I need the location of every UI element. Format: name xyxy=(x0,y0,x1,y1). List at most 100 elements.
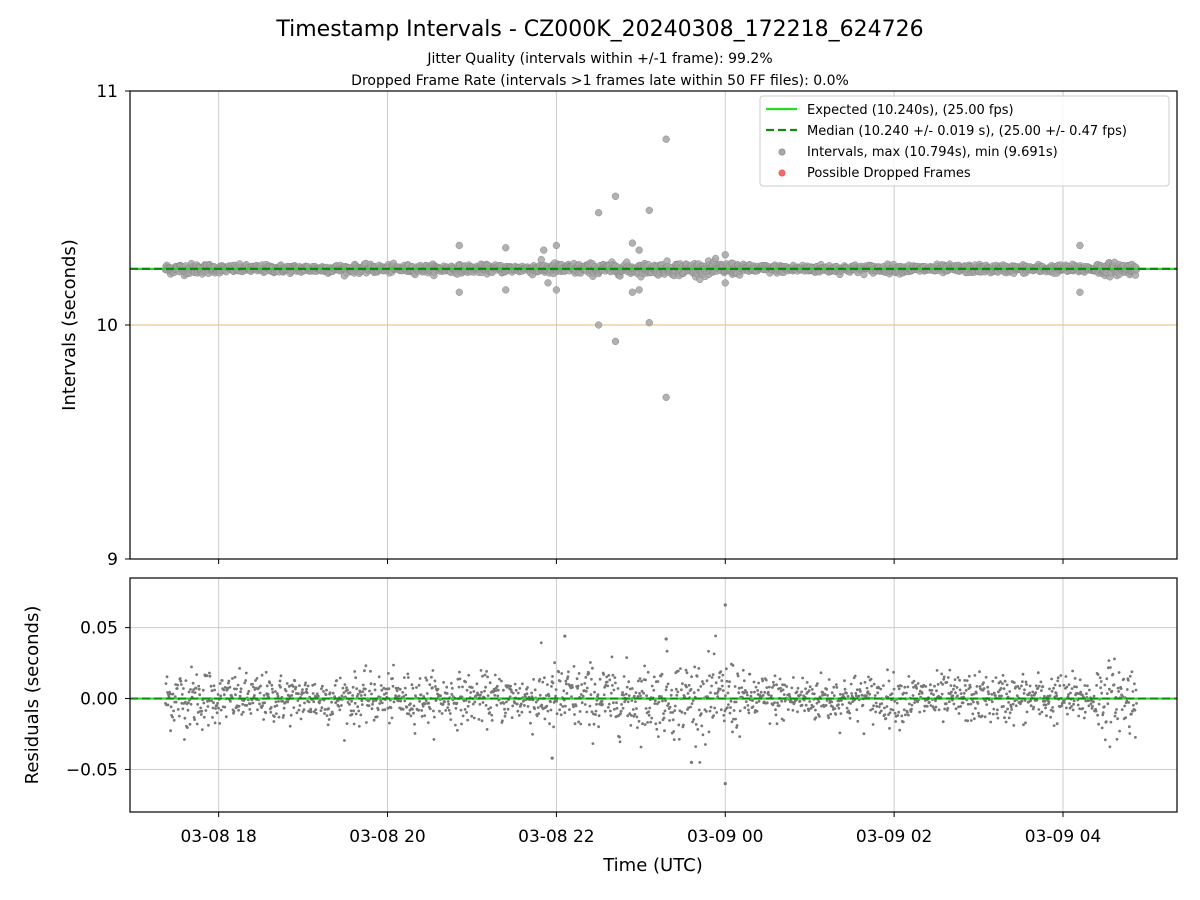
residual-point xyxy=(953,684,956,688)
residual-point xyxy=(1003,716,1006,720)
residual-point xyxy=(874,710,878,714)
residual-point xyxy=(687,683,691,687)
residual-point xyxy=(1071,669,1074,673)
residual-point xyxy=(291,685,295,688)
residual-point xyxy=(179,683,183,686)
residual-point xyxy=(698,761,702,764)
residual-point xyxy=(832,694,836,697)
residual-point xyxy=(320,687,323,691)
residual-point xyxy=(409,714,413,718)
residual-point xyxy=(177,714,181,718)
residual-point xyxy=(235,687,238,691)
residual-point xyxy=(222,688,226,692)
residual-point xyxy=(635,715,639,719)
residual-point xyxy=(577,672,581,675)
residual-point xyxy=(262,718,265,721)
residual-point xyxy=(676,690,680,694)
residual-point xyxy=(421,704,425,708)
residual-point xyxy=(446,700,450,703)
residual-point xyxy=(1052,686,1055,690)
residual-point xyxy=(380,688,384,692)
residual-point xyxy=(197,687,201,691)
residual-point xyxy=(1030,694,1033,697)
residual-point xyxy=(644,707,648,710)
residual-point xyxy=(827,716,831,720)
residual-point xyxy=(341,686,345,690)
residual-point xyxy=(685,685,688,689)
residual-point xyxy=(879,709,883,713)
residual-point xyxy=(884,717,888,720)
residual-point xyxy=(653,702,657,705)
residual-point xyxy=(616,687,620,690)
residual-point xyxy=(562,689,566,693)
residual-point xyxy=(759,690,763,694)
residual-point xyxy=(236,683,240,687)
residual-point xyxy=(543,717,547,721)
residual-point xyxy=(664,688,668,692)
residual-point xyxy=(359,713,363,717)
residual-point xyxy=(975,691,978,695)
residual-point xyxy=(830,700,834,704)
residual-point xyxy=(591,742,595,745)
residual-point xyxy=(1072,699,1076,703)
residual-point xyxy=(1025,710,1029,714)
residual-point xyxy=(243,681,247,685)
residual-point xyxy=(684,668,688,672)
residual-point xyxy=(541,680,545,684)
residual-point xyxy=(1119,687,1123,690)
residual-point xyxy=(693,665,697,669)
residual-point xyxy=(635,707,638,710)
residual-point xyxy=(954,691,957,695)
residual-point xyxy=(1126,678,1130,682)
residual-point xyxy=(589,693,593,697)
residual-point xyxy=(609,714,613,717)
residual-point xyxy=(481,701,485,704)
residual-point xyxy=(420,715,424,718)
residual-point xyxy=(278,679,282,683)
residual-point xyxy=(1006,707,1009,711)
residual-point xyxy=(444,709,448,712)
residual-point xyxy=(195,673,199,676)
residual-point xyxy=(912,679,916,683)
residual-point xyxy=(846,694,850,698)
residual-point xyxy=(663,729,666,733)
residual-point xyxy=(577,720,580,724)
residual-point xyxy=(1062,683,1066,687)
residual-point xyxy=(571,686,574,689)
residual-point xyxy=(1036,687,1040,690)
residual-point xyxy=(608,678,612,682)
residual-point xyxy=(1101,711,1105,715)
residual-point xyxy=(538,693,542,697)
residual-point xyxy=(1115,708,1118,711)
residual-point xyxy=(419,693,423,697)
residual-point xyxy=(870,684,873,688)
residual-point xyxy=(805,681,809,684)
residual-point xyxy=(754,685,758,689)
residual-point xyxy=(962,691,966,695)
interval-outlier-point xyxy=(662,393,670,401)
residual-point xyxy=(255,677,259,680)
residual-point xyxy=(859,682,863,685)
residual-point xyxy=(218,682,222,685)
residual-point xyxy=(773,701,776,705)
residual-point xyxy=(1081,707,1085,710)
residual-point xyxy=(500,679,503,683)
residual-point xyxy=(961,701,965,705)
residual-point xyxy=(259,684,262,688)
residual-point xyxy=(906,685,910,689)
residual-point xyxy=(325,688,328,692)
residual-point xyxy=(626,700,630,704)
residual-point xyxy=(755,701,758,704)
residual-point xyxy=(991,712,995,716)
residual-point xyxy=(228,685,232,689)
residual-point xyxy=(1133,682,1136,686)
residual-point xyxy=(720,684,724,688)
residual-point xyxy=(358,690,362,694)
residual-point xyxy=(165,675,169,679)
residual-point xyxy=(667,702,670,705)
residual-point xyxy=(608,709,612,713)
residual-point xyxy=(314,711,318,715)
residual-point xyxy=(1070,687,1074,690)
residual-point xyxy=(972,692,976,696)
residual-point xyxy=(309,707,313,711)
